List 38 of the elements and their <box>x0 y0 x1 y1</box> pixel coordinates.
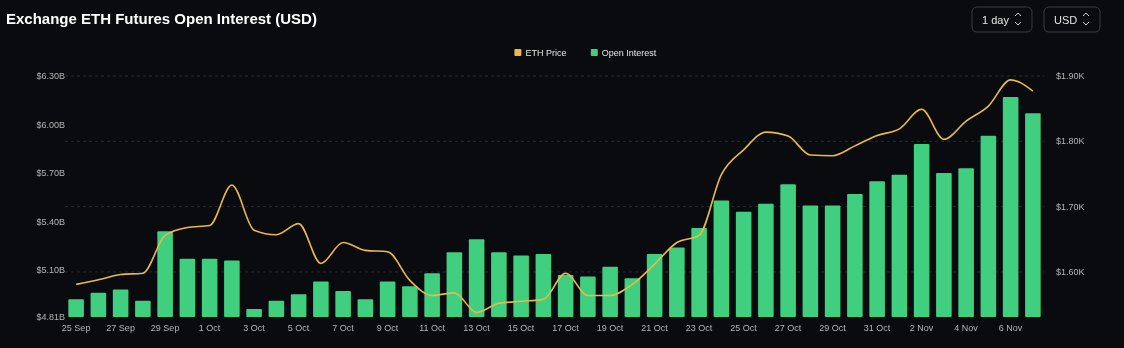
x-tick-label: 6 Nov <box>998 323 1023 333</box>
y2-tick-label: $1.70K <box>1056 201 1085 212</box>
x-tick-label: 13 Oct <box>463 323 491 333</box>
y2-tick-label: $1.90K <box>1056 71 1085 81</box>
legend-label: ETH Price <box>525 48 567 58</box>
x-tick-label: 31 Oct <box>863 323 891 333</box>
y-tick-label: $5.40B <box>36 216 65 227</box>
x-tick-label: 1 Oct <box>198 323 221 333</box>
x-tick-label: 15 Oct <box>507 323 535 333</box>
x-tick-label: 2 Nov <box>909 323 934 333</box>
y-tick-label: $6.30B <box>36 71 65 81</box>
x-tick-label: 25 Sep <box>61 323 91 333</box>
x-tick-label: 3 Oct <box>243 323 266 333</box>
text: USD <box>1054 13 1078 26</box>
y2-tick-label: $1.80K <box>1056 136 1085 147</box>
y-tick-label: $5.70B <box>36 168 65 179</box>
x-tick-label: 29 Sep <box>150 323 180 333</box>
y-tick-label: $5.10B <box>36 265 65 276</box>
y-tick-label: $6.00B <box>36 119 65 130</box>
x-tick-label: 5 Oct <box>287 323 310 333</box>
x-tick-label: 29 Oct <box>819 323 847 333</box>
line-series <box>75 79 1034 314</box>
x-tick-label: 25 Oct <box>730 323 758 333</box>
x-tick-label: 21 Oct <box>641 323 669 333</box>
chart-title: Exchange ETH Futures Open Interest (USD) <box>6 10 317 27</box>
x-tick-label: 19 Oct <box>596 323 624 333</box>
x-tick-label: 11 Oct <box>419 323 446 333</box>
x-tick-label: 27 Sep <box>106 323 135 333</box>
y-tick-label: $4.81B <box>36 312 65 322</box>
x-tick-label: 4 Nov <box>954 323 979 333</box>
y2-tick-label: $1.60K <box>1056 266 1085 277</box>
text: 1 day <box>982 13 1010 26</box>
legend-label: Open Interest <box>601 48 657 58</box>
x-tick-label: 9 Oct <box>376 323 399 333</box>
x-tick-label: 17 Oct <box>552 323 580 333</box>
x-tick-label: 7 Oct <box>332 323 355 333</box>
x-tick-label: 27 Oct <box>774 323 802 333</box>
x-tick-label: 23 Oct <box>685 323 713 333</box>
